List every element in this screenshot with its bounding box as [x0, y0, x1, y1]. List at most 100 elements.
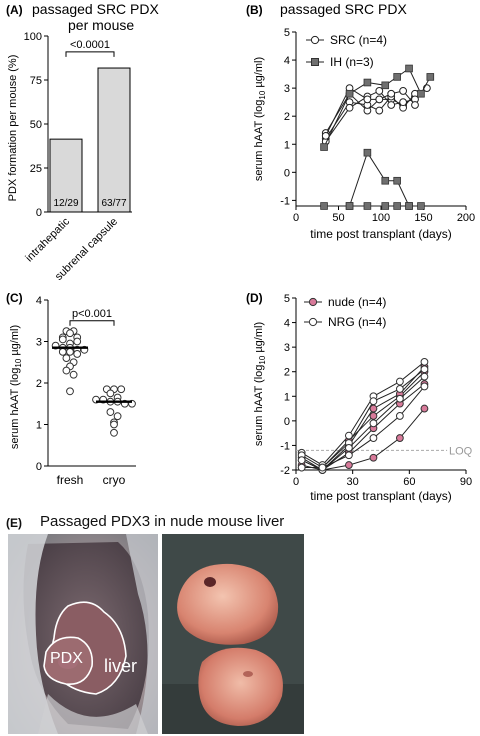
data-point [420, 365, 429, 374]
panel-c-label: (C) [6, 291, 23, 305]
y-axis-label: serum hAAT (log10 µg/ml) [253, 322, 267, 446]
y-tick-label: 5 [284, 27, 290, 39]
data-point [369, 412, 378, 420]
y-tick-label: 50 [30, 119, 42, 131]
chart-d: (D) -2 -1 0 1 2 3 4 5 0 30 60 90 serum hAAT (log10 µg… [246, 291, 473, 503]
data-point [375, 106, 384, 115]
x-category-label: cryo [103, 473, 126, 487]
x-axis-label: time post transplant (days) [310, 227, 451, 241]
y-tick-label: 25 [30, 163, 42, 175]
data-point [318, 463, 327, 472]
data-point [405, 202, 413, 210]
legend-label-nrg: NRG (n=4) [328, 315, 386, 329]
data-point [405, 64, 413, 73]
panel-e-label: (E) [6, 516, 22, 530]
data-point [420, 357, 429, 366]
data-point [420, 372, 429, 381]
significance-label: p<0.001 [72, 308, 112, 320]
bar-label: 12/29 [53, 198, 78, 209]
data-point [297, 456, 306, 465]
significance-bracket [69, 320, 115, 326]
data-point [117, 385, 126, 394]
panel-e: (E) Passaged PDX3 in nude mouse liver [0, 510, 480, 736]
y-tick-label: -2 [280, 465, 290, 477]
panel-d: (D) -2 -1 0 1 2 3 4 5 0 30 60 90 serum hAAT (log10 µg… [240, 288, 480, 510]
bar [97, 67, 131, 213]
legend-label-src: SRC (n=4) [330, 33, 387, 47]
panel-d-label: (D) [246, 291, 263, 305]
data-point [345, 202, 354, 210]
data-point [363, 78, 372, 87]
data-point [344, 451, 353, 460]
data-point [395, 434, 404, 442]
y-axis-label: serum hAAT (log10 µg/ml) [253, 57, 267, 181]
data-point [345, 103, 354, 112]
significance-label: <0.0001 [70, 39, 110, 51]
data-point [110, 420, 118, 429]
y-tick-label: -1 [280, 440, 290, 452]
x-tick-label: 200 [457, 212, 475, 224]
y-tick-label: 2 [36, 378, 42, 390]
y-tick-label: 4 [36, 295, 42, 307]
legend-marker-nrg [308, 317, 318, 327]
data-point [58, 347, 67, 356]
data-point [106, 389, 115, 398]
data-point [393, 176, 401, 185]
data-point [369, 397, 378, 406]
data-point [417, 89, 425, 98]
x-tick-label: 0 [293, 212, 299, 224]
x-tick-label: 90 [460, 476, 472, 488]
data-point [320, 202, 328, 210]
x-tick-label: 100 [372, 212, 390, 224]
data-point [369, 419, 378, 428]
data-point [110, 428, 118, 437]
data-point [369, 453, 378, 462]
data-point [393, 202, 401, 210]
y-tick-label: 2 [284, 111, 290, 123]
x-tick-label: 150 [414, 212, 432, 224]
y-tick-label: 0 [36, 207, 42, 219]
data-point [66, 387, 74, 396]
data-point [344, 461, 353, 469]
series-line [301, 368, 425, 469]
data-point [417, 202, 425, 210]
y-tick-label: 0 [284, 416, 290, 428]
chart-c: (C) 0 1 2 3 4 serum hAAT (log10 µg/ml) fresh cry… [6, 291, 136, 487]
y-tick-label: 1 [284, 139, 290, 151]
mouse-liver-photo: PDX liver [8, 534, 158, 734]
y-tick-label: 3 [284, 342, 290, 354]
data-point [381, 176, 390, 185]
series-line [301, 361, 425, 466]
panel-b: (B) passaged SRC PDX -1 0 1 2 3 4 5 0 50 100 150 200 s… [240, 0, 480, 290]
data-point [426, 73, 435, 81]
y-tick-label: 1 [36, 420, 42, 432]
data-point [395, 377, 404, 386]
x-axis-label: time post transplant (days) [310, 489, 451, 503]
data-point [375, 87, 384, 95]
data-point [375, 95, 384, 104]
y-axis-label: serum hAAT (log10 µg/ml) [9, 325, 23, 449]
tumor-top [177, 563, 279, 645]
y-axis-label: PDX formation per mouse (%) [7, 55, 19, 202]
data-point [66, 329, 74, 338]
data-point [363, 95, 372, 104]
y-tick-label: -1 [280, 195, 290, 207]
data-point [387, 89, 396, 98]
y-tick-label: 5 [284, 293, 290, 305]
chart-title: passaged SRC PDX [32, 1, 160, 17]
data-point [58, 335, 67, 344]
x-tick-label: 0 [293, 476, 299, 488]
data-point [369, 434, 378, 442]
x-tick-label: 60 [403, 476, 415, 488]
y-tick-label: 3 [36, 337, 42, 349]
y-tick-label: 1 [284, 391, 290, 403]
data-point [395, 385, 404, 393]
data-point [320, 143, 328, 151]
data-point [399, 87, 408, 95]
tumor-bottom [198, 647, 283, 726]
mouse-liver-photo-drawing [8, 534, 158, 734]
y-tick-label: 3 [284, 83, 290, 95]
data-point [345, 89, 354, 98]
data-point [297, 463, 306, 472]
